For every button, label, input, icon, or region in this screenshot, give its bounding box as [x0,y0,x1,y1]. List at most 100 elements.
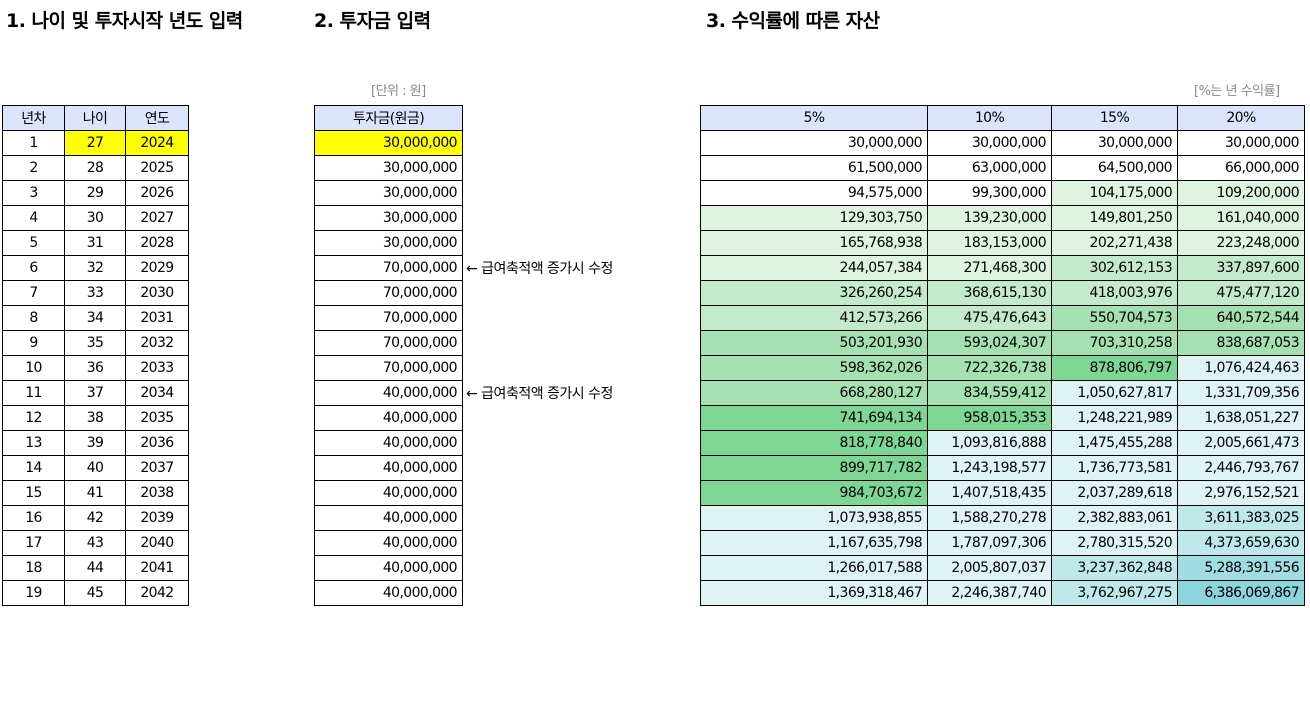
asset-10pct-cell: 475,476,643 [927,305,1052,331]
header-year-index: 년차 [2,105,65,131]
investment-amount-cell[interactable]: 70,000,000 [314,330,463,356]
investment-row: 40,000,000 [314,580,463,606]
asset-20pct-cell: 337,897,600 [1177,255,1305,281]
calendar-year-cell: 2033 [125,355,189,381]
investment-amount-cell[interactable]: 40,000,000 [314,530,463,556]
asset-15pct-cell: 550,704,573 [1051,305,1178,331]
calendar-year-cell: 2037 [125,455,189,481]
calendar-year-cell: 2030 [125,280,189,306]
investment-amount-cell[interactable]: 30,000,000 [314,155,463,181]
calendar-year-cell: 2026 [125,180,189,206]
investment-row: 30,000,000 [314,205,463,231]
age-table-row: 7 33 2030 [2,280,189,306]
investment-amount-cell[interactable]: 30,000,000 [314,130,463,156]
asset-10pct-cell: 368,615,130 [927,280,1052,306]
section-title-investment: 2. 투자금 입력 [314,10,431,32]
investment-row: 70,000,000 [314,355,463,381]
investment-amount-cell[interactable]: 40,000,000 [314,430,463,456]
asset-5pct-cell: 899,717,782 [700,455,928,481]
year-index-cell: 9 [2,330,65,356]
asset-15pct-cell: 30,000,000 [1051,130,1178,156]
asset-5pct-cell: 326,260,254 [700,280,928,306]
investment-amount-cell[interactable]: 70,000,000 [314,355,463,381]
asset-20pct-cell: 66,000,000 [1177,155,1305,181]
investment-row: 40,000,000 [314,505,463,531]
assets-row: 326,260,254 368,615,130 418,003,976 475,477… [700,280,1305,306]
year-index-cell: 10 [2,355,65,381]
age-table-row: 5 31 2028 [2,230,189,256]
age-cell: 34 [64,305,126,331]
assets-row: 94,575,000 99,300,000 104,175,000 109,200,0… [700,180,1305,206]
investment-row: 40,000,000 [314,380,463,406]
calendar-year-cell: 2027 [125,205,189,231]
age-cell: 41 [64,480,126,506]
age-table-header-row: 년차 나이 연도 [2,105,189,131]
asset-20pct-cell: 3,611,383,025 [1177,505,1305,531]
asset-15pct-cell: 703,310,258 [1051,330,1178,356]
investment-amount-cell[interactable]: 40,000,000 [314,505,463,531]
year-index-cell: 19 [2,580,65,606]
age-cell: 35 [64,330,126,356]
investment-row: 70,000,000 [314,330,463,356]
investment-amount-cell[interactable]: 30,000,000 [314,205,463,231]
asset-20pct-cell: 2,005,661,473 [1177,430,1305,456]
investment-amount-cell[interactable]: 70,000,000 [314,305,463,331]
asset-5pct-cell: 129,303,750 [700,205,928,231]
asset-5pct-cell: 1,167,635,798 [700,530,928,556]
investment-amount-cell[interactable]: 40,000,000 [314,480,463,506]
age-cell: 38 [64,405,126,431]
year-index-cell: 7 [2,280,65,306]
asset-20pct-cell: 1,638,051,227 [1177,405,1305,431]
calendar-year-cell[interactable]: 2024 [125,130,189,156]
asset-20pct-cell: 6,386,069,867 [1177,580,1305,606]
investment-header-row: 투자금(원금) [314,105,463,131]
investment-amount-cell[interactable]: 40,000,000 [314,380,463,406]
age-cell[interactable]: 27 [64,130,126,156]
investment-amount-cell[interactable]: 70,000,000 [314,255,463,281]
investment-amount-cell[interactable]: 40,000,000 [314,555,463,581]
asset-5pct-cell: 1,369,318,467 [700,580,928,606]
asset-15pct-cell: 3,237,362,848 [1051,555,1178,581]
age-table-row: 6 32 2029 [2,255,189,281]
year-index-cell: 16 [2,505,65,531]
year-index-cell: 11 [2,380,65,406]
calendar-year-cell: 2034 [125,380,189,406]
asset-20pct-cell: 223,248,000 [1177,230,1305,256]
age-cell: 39 [64,430,126,456]
header-rate-15: 15% [1051,105,1178,131]
asset-20pct-cell: 5,288,391,556 [1177,555,1305,581]
age-cell: 31 [64,230,126,256]
age-table-row: 16 42 2039 [2,505,189,531]
asset-15pct-cell: 878,806,797 [1051,355,1178,381]
age-cell: 33 [64,280,126,306]
investment-amount-cell[interactable]: 40,000,000 [314,405,463,431]
investment-amount-cell[interactable]: 40,000,000 [314,455,463,481]
assets-row: 244,057,384 271,468,300 302,612,153 337,897… [700,255,1305,281]
asset-10pct-cell: 63,000,000 [927,155,1052,181]
assets-row: 818,778,840 1,093,816,888 1,475,455,288 2,0… [700,430,1305,456]
asset-20pct-cell: 475,477,120 [1177,280,1305,306]
investment-row: 30,000,000 [314,130,463,156]
investment-amount-cell[interactable]: 30,000,000 [314,230,463,256]
investment-row: 40,000,000 [314,405,463,431]
asset-5pct-cell: 1,266,017,588 [700,555,928,581]
assets-row: 61,500,000 63,000,000 64,500,000 66,000,000 [700,155,1305,181]
asset-10pct-cell: 593,024,307 [927,330,1052,356]
calendar-year-cell: 2036 [125,430,189,456]
year-index-cell: 6 [2,255,65,281]
asset-5pct-cell: 598,362,026 [700,355,928,381]
unit-note: [단위 : 원] [371,84,426,99]
asset-10pct-cell: 722,326,738 [927,355,1052,381]
salary-change-note: ← 급여축적액 증가시 수정 [466,386,613,402]
asset-5pct-cell: 984,703,672 [700,480,928,506]
investment-amount-cell[interactable]: 70,000,000 [314,280,463,306]
asset-15pct-cell: 104,175,000 [1051,180,1178,206]
asset-5pct-cell: 244,057,384 [700,255,928,281]
asset-5pct-cell: 1,073,938,855 [700,505,928,531]
asset-15pct-cell: 1,736,773,581 [1051,455,1178,481]
investment-amount-cell[interactable]: 30,000,000 [314,180,463,206]
investment-amount-cell[interactable]: 40,000,000 [314,580,463,606]
asset-10pct-cell: 834,559,412 [927,380,1052,406]
header-rate-20: 20% [1177,105,1305,131]
age-year-table: 년차 나이 연도 1 27 2024 2 28 2025 3 29 2026 4 30 2027 5 31… [2,105,189,606]
